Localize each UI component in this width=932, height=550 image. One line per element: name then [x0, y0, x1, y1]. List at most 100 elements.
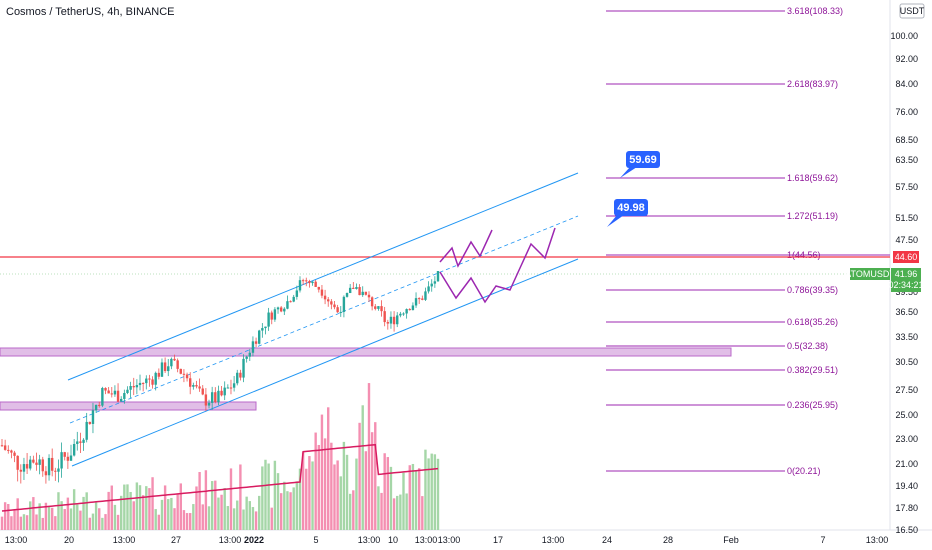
candle-body [195, 385, 198, 387]
candle-body [370, 297, 374, 307]
time-tick: 13:00 [358, 535, 381, 545]
candle-body [408, 309, 411, 311]
candle-body [154, 372, 157, 385]
candle-body [85, 421, 88, 440]
candle-body [414, 298, 418, 306]
candle-body [141, 382, 145, 384]
volume-bar [69, 508, 73, 530]
volume-bar [311, 461, 314, 530]
candle-body [204, 394, 208, 406]
volume-bar [239, 464, 242, 530]
time-tick: 27 [171, 535, 181, 545]
projection-path-lower[interactable] [439, 227, 556, 304]
candle-body [364, 291, 368, 295]
volume-bar [148, 488, 151, 530]
candle-body [69, 455, 73, 461]
volume-bar [176, 493, 179, 530]
volume-bar [101, 517, 104, 530]
support-zone-lower[interactable] [0, 401, 257, 411]
volume-bar [0, 516, 4, 530]
price-tick: 47.50 [895, 235, 918, 245]
volume-bar [286, 491, 289, 530]
volume-bar [85, 492, 88, 530]
target-callout-upper[interactable]: 59.69 [620, 151, 660, 178]
candle-body [98, 404, 101, 406]
candle-body [129, 386, 132, 390]
fib-level-label: 1(44.56) [787, 250, 821, 260]
volume-bar [355, 458, 358, 530]
fibonacci-extension[interactable]: 3.618(108.33) 2.618(83.97) 1.618(59.62) 1.2… [606, 6, 890, 476]
volume-bar [54, 516, 57, 530]
volume-bar [151, 477, 154, 530]
channel-upper-line[interactable] [67, 172, 579, 381]
candle-body [113, 390, 117, 395]
volume-bar [317, 444, 321, 530]
volume-bar [417, 468, 421, 530]
candle-body [19, 469, 23, 472]
volume-bar [374, 422, 377, 530]
candle-body [342, 296, 346, 312]
candle-body [245, 356, 248, 359]
time-tick: 13:00 [219, 535, 242, 545]
candle-body [47, 457, 51, 476]
time-tick: 13:00 [866, 535, 889, 545]
target-upper-label: 59.69 [629, 154, 657, 166]
volume-bar [129, 491, 132, 530]
volume-bar [336, 460, 339, 530]
volume-bar [88, 517, 92, 530]
candle-body [292, 296, 295, 302]
fib-level-label: 0.5(32.38) [787, 341, 828, 351]
candle-body [345, 293, 349, 297]
volume-bar [198, 472, 201, 530]
candle-body [170, 358, 173, 367]
last-price-label: 41.96 [895, 269, 918, 279]
candle-body [179, 368, 182, 374]
candle-body [210, 392, 214, 403]
volume-bar [433, 454, 437, 530]
volume-bar [110, 485, 113, 530]
candle-body [380, 306, 383, 312]
support-zone-upper[interactable] [0, 347, 732, 357]
channel-midline[interactable] [69, 215, 579, 424]
volume-bar [185, 513, 189, 530]
symbol-price-tag[interactable]: ATOMUSDT 41.96 02:34:21 [845, 268, 924, 292]
volume-bar [119, 495, 123, 530]
time-tick: 13:00 [415, 535, 438, 545]
candle-body [3, 445, 7, 450]
volume-bar [383, 453, 386, 530]
time-tick: 28 [663, 535, 673, 545]
volume-bar [113, 504, 117, 530]
candle-body [392, 316, 396, 325]
volume-bar [430, 453, 433, 530]
candle-body [330, 301, 333, 305]
candle-body [279, 307, 283, 312]
price-tick: 25.00 [895, 410, 918, 420]
volume-bar [201, 504, 204, 530]
candle-body [22, 464, 26, 472]
candle-body [436, 271, 440, 282]
currency-badge[interactable] [899, 3, 925, 19]
candle-body [314, 281, 317, 287]
time-tick: 13:00 [5, 535, 28, 545]
countdown-label: 02:34:21 [888, 280, 923, 290]
chart-title: Cosmos / TetherUS, 4h, BINANCE [6, 6, 175, 18]
candle-body [333, 304, 336, 308]
candle-body [104, 387, 107, 391]
volume-bar [402, 472, 405, 530]
resistance-price-tag[interactable]: 44.60 [893, 251, 919, 263]
volume-bar [47, 506, 51, 530]
volume-bar [261, 466, 264, 530]
candle-body [386, 322, 390, 324]
candle-body [148, 378, 151, 380]
candle-body [374, 306, 377, 309]
price-tick: 16.50 [895, 525, 918, 535]
volume-bar [386, 457, 390, 530]
candle-body [417, 298, 421, 300]
target-callout-lower[interactable]: 49.98 [607, 199, 648, 227]
price-axis-panel[interactable] [890, 0, 932, 530]
volume-bar [179, 483, 182, 530]
candle-body [160, 362, 164, 377]
channel-lower-line[interactable] [71, 258, 579, 467]
projection-path-upper[interactable] [439, 229, 493, 268]
